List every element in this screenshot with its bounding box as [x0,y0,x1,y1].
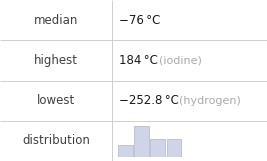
Bar [118,145,133,157]
Text: distribution: distribution [22,134,90,147]
Text: (hydrogen): (hydrogen) [172,96,241,106]
Text: 184 °C: 184 °C [119,54,158,67]
Text: (iodine): (iodine) [152,55,202,65]
Text: median: median [34,14,78,27]
Text: highest: highest [34,54,78,67]
Bar [167,139,182,157]
Bar [134,126,149,157]
Text: −252.8 °C: −252.8 °C [119,94,179,107]
Bar [150,139,165,157]
Text: −76 °C: −76 °C [119,14,160,27]
Text: lowest: lowest [37,94,75,107]
